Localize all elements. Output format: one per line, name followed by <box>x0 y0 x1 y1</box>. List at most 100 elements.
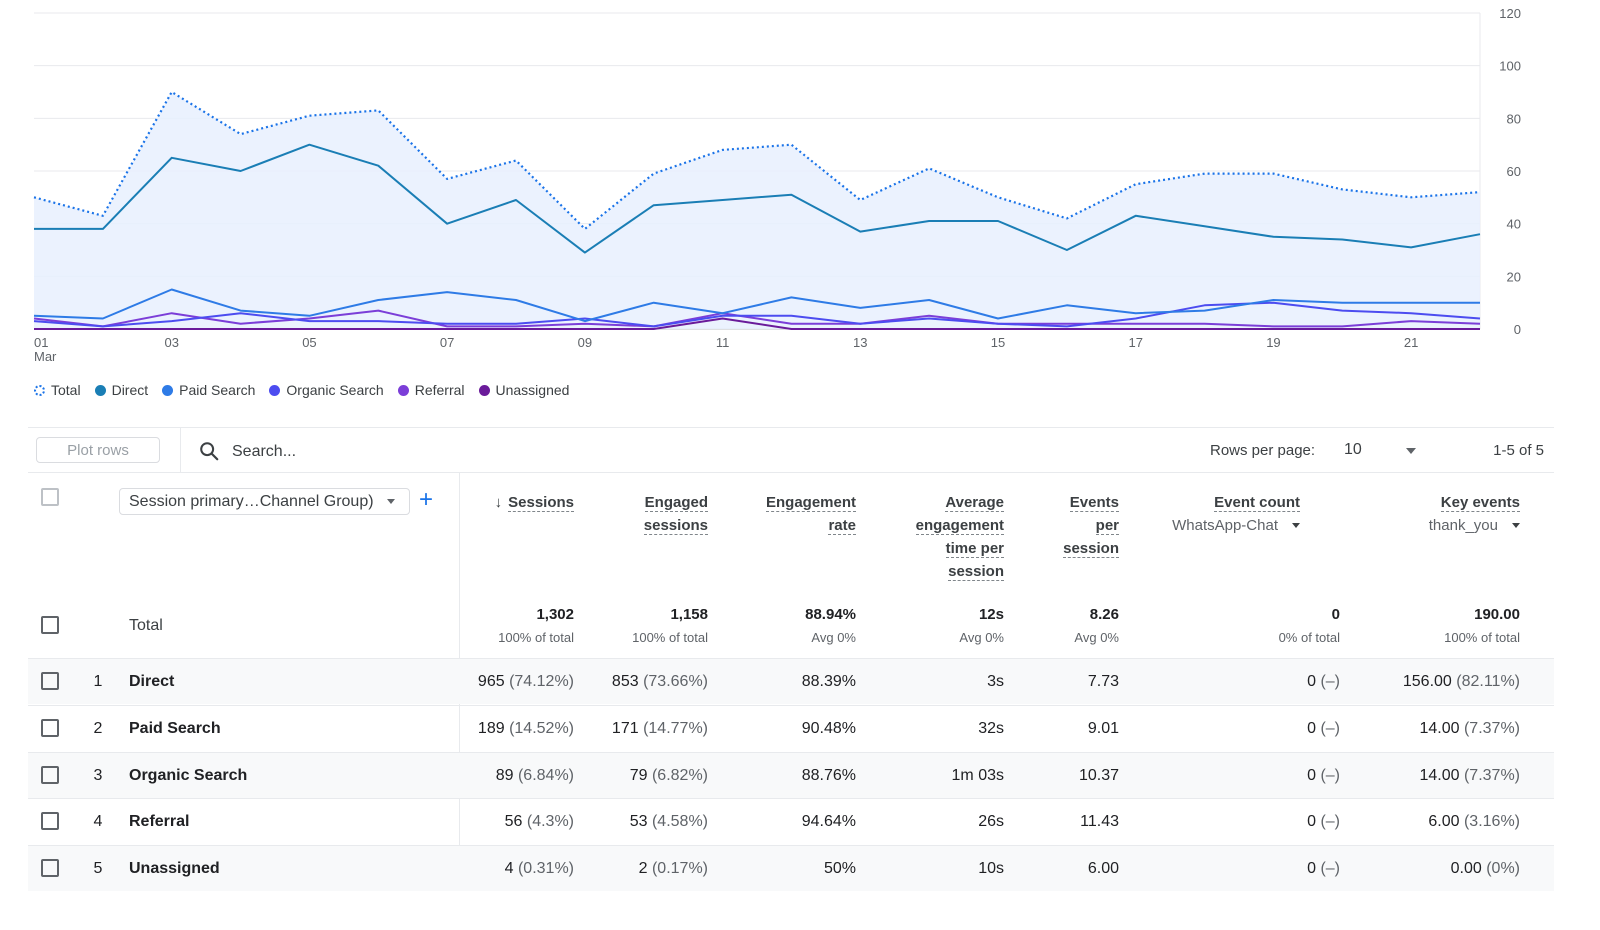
cell-event-count: 0 (–) <box>1307 673 1340 690</box>
cell-sessions: 189 (14.52%) <box>477 719 574 737</box>
cell-sessions: 4 (0.31%) <box>504 860 574 878</box>
legend-item-organic-search[interactable]: Organic Search <box>269 382 384 398</box>
row-checkbox[interactable] <box>41 812 59 831</box>
series-line-unassigned <box>34 317 1480 330</box>
total-engagement-rate: 88.94% Avg 0% <box>805 606 856 645</box>
header-average-engagement-time[interactable]: Average engagement time per session <box>915 494 1004 581</box>
row-channel-name: Direct <box>129 673 175 690</box>
legend-dot-icon <box>269 384 281 396</box>
add-dimension-button[interactable]: + <box>418 486 433 513</box>
header-key-events[interactable]: Key events thank_you <box>1370 491 1520 537</box>
row-index: 4 <box>93 813 103 831</box>
cell-sessions: 56 (4.3%) <box>504 813 574 831</box>
row-checkbox[interactable] <box>41 859 59 878</box>
cell-key-events: 156.00 (82.11%) <box>1402 673 1520 690</box>
legend-label: Referral <box>414 382 465 398</box>
cell-average-engagement-time: 32s <box>978 719 1004 737</box>
y-tick-label: 0 <box>1514 322 1521 337</box>
cell-engagement-rate: 50% <box>823 860 856 878</box>
table-row: 4 Referral 56 (4.3%) 53 (4.58%) 94.64% 26s 11.… <box>28 798 1554 844</box>
header-engagement-rate[interactable]: Engagement rate <box>765 494 856 535</box>
cell-engaged-sessions: 2 (0.17%) <box>638 860 708 878</box>
series-line-paid-search <box>33 288 1480 323</box>
header-event-count[interactable]: Event count WhatsApp-Chat <box>1130 491 1300 537</box>
y-tick-label: 20 <box>1507 269 1521 284</box>
dimension-select[interactable]: Session primary…Channel Group) <box>119 488 410 515</box>
series-line-direct <box>34 143 1481 254</box>
row-checkbox[interactable] <box>41 765 59 784</box>
cell-key-events: 6.00 (3.16%) <box>1428 813 1520 831</box>
table-row: 2 Paid Search 189 (14.52%) 171 (14.77%) 90.4… <box>28 704 1554 751</box>
total-key-events: 190.00 100% of total <box>1444 606 1520 645</box>
cell-average-engagement-time: 26s <box>978 813 1004 831</box>
x-tick-sublabel: Mar <box>34 349 57 364</box>
table-row: 1 Direct 965 (74.12%) 853 (73.66%) 88.39% 3s 7… <box>28 658 1554 704</box>
cell-engagement-rate: 88.76% <box>801 766 856 784</box>
x-tick-label: 07 <box>440 335 454 350</box>
y-tick-label: 120 <box>1499 6 1521 21</box>
cell-key-events: 0.00 (0%) <box>1450 860 1520 878</box>
legend-item-paid-search[interactable]: Paid Search <box>162 382 255 398</box>
cell-average-engagement-time: 10s <box>978 860 1004 878</box>
series-line-referral <box>33 309 1481 328</box>
event-count-filter-select[interactable]: WhatsApp-Chat <box>1130 514 1300 537</box>
series-line-organic-search <box>33 301 1481 328</box>
legend-dot-icon <box>34 384 45 396</box>
x-tick-label: 13 <box>853 335 867 350</box>
row-checkbox[interactable] <box>41 718 59 737</box>
x-tick-label: 17 <box>1128 335 1142 350</box>
sessions-line-chart: 0 20 40 60 80 100 120 01 03 05 07 09 11 13 15 17 19 21 Ma… <box>33 6 1521 364</box>
plot-rows-button[interactable]: Plot rows <box>36 437 160 463</box>
legend-label: Unassigned <box>495 382 570 398</box>
legend-item-total[interactable]: Total <box>34 382 81 398</box>
chevron-down-icon <box>1292 523 1300 528</box>
y-tick-label: 40 <box>1507 217 1521 232</box>
y-tick-label: 80 <box>1507 111 1521 126</box>
cell-key-events: 14.00 (7.37%) <box>1419 766 1520 784</box>
legend-label: Paid Search <box>179 382 256 398</box>
x-tick-label: 05 <box>302 335 316 350</box>
cell-events-per-session: 9.01 <box>1087 719 1119 737</box>
legend-label: Organic Search <box>286 382 384 398</box>
legend-item-direct[interactable]: Direct <box>94 382 148 398</box>
total-average-engagement-time: 12s Avg 0% <box>959 606 1004 645</box>
cell-engaged-sessions: 853 (73.66%) <box>611 673 708 690</box>
total-engaged-sessions: 1,158 100% of total <box>632 606 708 645</box>
header-engaged-sessions[interactable]: Engaged sessions <box>643 494 708 535</box>
x-tick-label: 15 <box>991 335 1005 350</box>
row-index: 5 <box>93 860 103 878</box>
x-tick-label: 01 <box>34 335 48 350</box>
table-row: 3 Organic Search 89 (6.84%) 79 (6.82%) 88.76… <box>28 751 1554 798</box>
table-row: 5 Unassigned 4 (0.31%) 2 (0.17%) 50% 10s 6.00 0… <box>28 845 1554 892</box>
x-tick-label: 09 <box>578 335 592 350</box>
table-toolbar: Plot rows Rows per page: 10 1-5 of 5 <box>28 427 1554 473</box>
legend-dot-icon <box>94 384 106 396</box>
row-checkbox[interactable] <box>41 672 59 690</box>
cell-events-per-session: 11.43 <box>1080 813 1119 831</box>
chevron-down-icon <box>1406 448 1416 454</box>
legend-dot-icon <box>162 384 174 396</box>
select-all-checkbox[interactable] <box>41 488 59 506</box>
cell-event-count: 0 (–) <box>1307 719 1340 737</box>
search-icon <box>200 442 219 461</box>
y-tick-label: 100 <box>1499 59 1521 74</box>
search-input[interactable] <box>230 439 634 465</box>
legend-item-referral[interactable]: Referral <box>397 382 465 398</box>
header-events-per-session[interactable]: Events per session <box>1063 494 1119 558</box>
dimension-label: Session primary…Channel Group) <box>129 493 374 510</box>
x-tick-label: 21 <box>1404 335 1418 350</box>
header-sessions[interactable]: ↓ Sessions <box>434 491 574 514</box>
y-tick-label: 60 <box>1507 164 1521 179</box>
cell-engaged-sessions: 79 (6.82%) <box>629 766 708 784</box>
total-row-checkbox[interactable] <box>41 616 59 634</box>
rows-per-page-select[interactable]: 10 <box>1344 441 1416 463</box>
row-channel-name: Unassigned <box>129 860 220 878</box>
key-events-filter-select[interactable]: thank_you <box>1370 514 1520 537</box>
cell-average-engagement-time: 1m 03s <box>951 766 1004 784</box>
cell-engaged-sessions: 171 (14.77%) <box>611 719 708 737</box>
row-channel-name: Paid Search <box>129 719 221 737</box>
chart-legend: Total Direct Paid Search Organic Search Refe… <box>34 380 583 400</box>
legend-item-unassigned[interactable]: Unassigned <box>478 382 570 398</box>
total-row-label: Total <box>129 617 163 634</box>
cell-average-engagement-time: 3s <box>987 673 1004 690</box>
